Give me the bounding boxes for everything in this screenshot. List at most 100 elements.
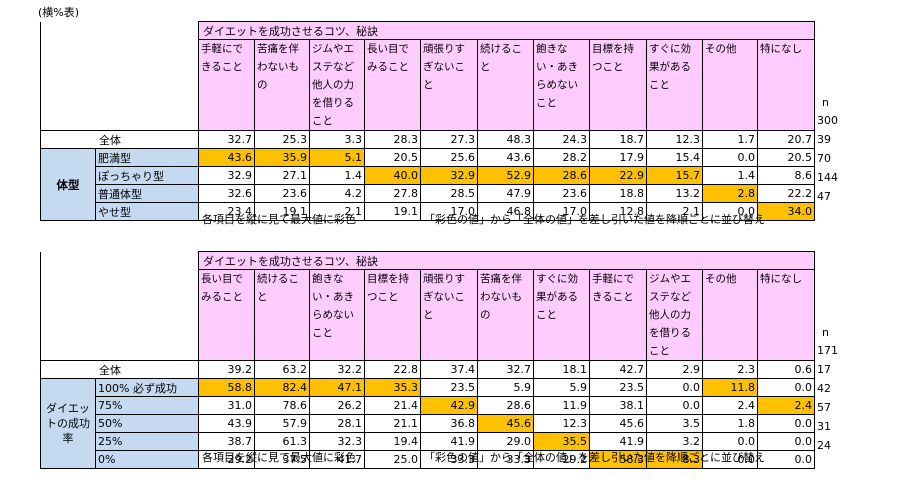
- data-cell: 3.5: [646, 414, 703, 433]
- data-cell: 28.6: [477, 396, 534, 415]
- data-cell: 28.1: [309, 414, 365, 433]
- data-cell: 2.1: [309, 202, 365, 221]
- data-cell: 47.1: [309, 378, 365, 397]
- column-header: すぐに効果があること: [533, 269, 590, 361]
- total-label: 全体: [40, 130, 199, 149]
- data-cell: 23.5: [420, 378, 478, 397]
- n-value: 24: [817, 439, 831, 452]
- data-cell: 11.8: [702, 378, 758, 397]
- data-cell: 38.1: [589, 396, 647, 415]
- data-cell: 41.9: [589, 432, 647, 451]
- data-cell: 18.8: [589, 184, 647, 203]
- group-label: 体型: [40, 148, 96, 221]
- data-cell: 22.9: [589, 166, 647, 185]
- data-cell: 1.4: [702, 166, 758, 185]
- data-cell: 23.6: [254, 184, 310, 203]
- data-cell: 36.8: [420, 414, 478, 433]
- data-cell: 5.9: [477, 378, 534, 397]
- total-cell: 25.3: [254, 130, 310, 149]
- total-cell: 20.7: [757, 130, 815, 149]
- data-cell: 38.7: [198, 432, 255, 451]
- column-header: 特になし: [757, 39, 815, 131]
- data-cell: 21.1: [364, 414, 421, 433]
- total-cell: 32.7: [198, 130, 255, 149]
- header-row: 長い目でみること 続けること 飽きない・あきらめないこと 目標を持つこと 頑張りすぎない…: [40, 269, 815, 361]
- data-cell: 12.8: [589, 202, 647, 221]
- column-header: 続けること: [254, 269, 310, 361]
- n-label: n: [822, 96, 829, 109]
- total-row: 全体 32.7 25.3 3.3 28.3 27.3 48.3 24.3 18.7 12.3 1.…: [40, 130, 815, 149]
- data-cell: 19.1: [364, 202, 421, 221]
- column-header: 飽きない・あきらめないこと: [533, 39, 590, 131]
- data-cell: 2.4: [757, 396, 815, 415]
- table-row: ダイエットの成功率 100% 必ず成功 58.8 82.4 47.1 35.3 23.5 5.…: [40, 378, 815, 469]
- data-cell: 8.3: [646, 450, 703, 469]
- data-cell: 42.9: [420, 396, 478, 415]
- data-cell: 17.0: [420, 202, 478, 221]
- data-cell: 58.8: [198, 378, 255, 397]
- data-cell: 29.2: [198, 450, 255, 469]
- column-header: すぐに効果があること: [646, 39, 703, 131]
- total-cell: 18.7: [589, 130, 647, 149]
- row-label: 肥満型: [95, 148, 199, 167]
- total-cell: 3.3: [309, 130, 365, 149]
- total-cell: 32.7: [477, 360, 534, 379]
- total-cell: 18.1: [533, 360, 590, 379]
- data-cell: 45.6: [589, 414, 647, 433]
- column-header: 続けること: [477, 39, 534, 131]
- data-cell: 27.1: [254, 166, 310, 185]
- data-cell: 26.2: [309, 396, 365, 415]
- data-cell: 23.5: [589, 378, 647, 397]
- column-header: その他: [702, 39, 758, 131]
- data-cell: 11.9: [533, 396, 590, 415]
- column-header: 手軽にできること: [589, 269, 647, 361]
- data-cell: 0.0: [646, 378, 703, 397]
- footnote-left: 各項目を縦に見て最大値に彩色: [202, 213, 356, 226]
- data-cell: 43.9: [198, 414, 255, 433]
- data-cell: 32.9: [420, 166, 478, 185]
- data-cell: 41.9: [420, 432, 478, 451]
- table-row: 0% 29.2 37.5 41.7 25.0 33.3 33.3 29.2 58.3 8.3 0.0…: [41, 450, 815, 469]
- data-cell: 32.3: [309, 432, 365, 451]
- data-cell: 28.5: [420, 184, 478, 203]
- data-cell: 20.5: [364, 148, 421, 167]
- survey-title: ダイエットを成功させるコツ、秘訣: [198, 251, 815, 270]
- data-cell: 5.9: [533, 378, 590, 397]
- column-header: 頑張りすぎないこと: [420, 39, 478, 131]
- data-cell: 17.9: [589, 148, 647, 167]
- data-cell: 22.2: [757, 184, 815, 203]
- row-label: 普通体型: [95, 184, 199, 203]
- column-header: 苦痛を伴わないもの: [477, 269, 534, 361]
- row-label: ぽっちゃり型: [95, 166, 199, 185]
- total-cell: 0.6: [757, 360, 815, 379]
- table-row: 50% 43.9 57.9 28.1 21.1 36.8 45.6 12.3 45.6 3.5 1.…: [41, 414, 815, 433]
- survey-title: ダイエットを成功させるコツ、秘訣: [198, 21, 815, 40]
- n-value: 42: [817, 382, 831, 395]
- total-cell: 28.3: [364, 130, 421, 149]
- column-header: 苦痛を伴わないもの: [254, 39, 310, 131]
- total-cell: 2.9: [646, 360, 703, 379]
- column-header: 長い目でみること: [198, 269, 255, 361]
- data-cell: 5.1: [309, 148, 365, 167]
- data-cell: 8.6: [757, 166, 815, 185]
- data-cell: 0.0: [702, 202, 758, 221]
- column-header: 長い目でみること: [364, 39, 421, 131]
- data-cell: 35.5: [533, 432, 590, 451]
- total-label: 全体: [40, 360, 199, 379]
- data-cell: 0.0: [702, 432, 758, 451]
- n-value: 39: [817, 133, 831, 146]
- total-cell: 32.2: [309, 360, 365, 379]
- n-value: 31: [817, 420, 831, 433]
- data-cell: 82.4: [254, 378, 310, 397]
- cross-table-success-rate: ダイエットを成功させるコツ、秘訣 長い目でみること 続けること 飽きない・あきらめな…: [40, 251, 815, 469]
- n-value: 171: [817, 344, 838, 357]
- data-cell: 37.5: [254, 450, 310, 469]
- data-cell: 25.0: [364, 450, 421, 469]
- row-label: 25%: [95, 432, 199, 451]
- column-header: 特になし: [757, 269, 815, 361]
- data-cell: 23.4: [198, 202, 255, 221]
- data-cell: 34.0: [757, 202, 815, 221]
- table-row: 体型 肥満型 43.6 35.9 5.1 20.5 25.6 43.6 28.2 17.9 15.4…: [40, 148, 815, 221]
- column-header: 目標を持つこと: [364, 269, 421, 361]
- data-cell: 1.8: [702, 414, 758, 433]
